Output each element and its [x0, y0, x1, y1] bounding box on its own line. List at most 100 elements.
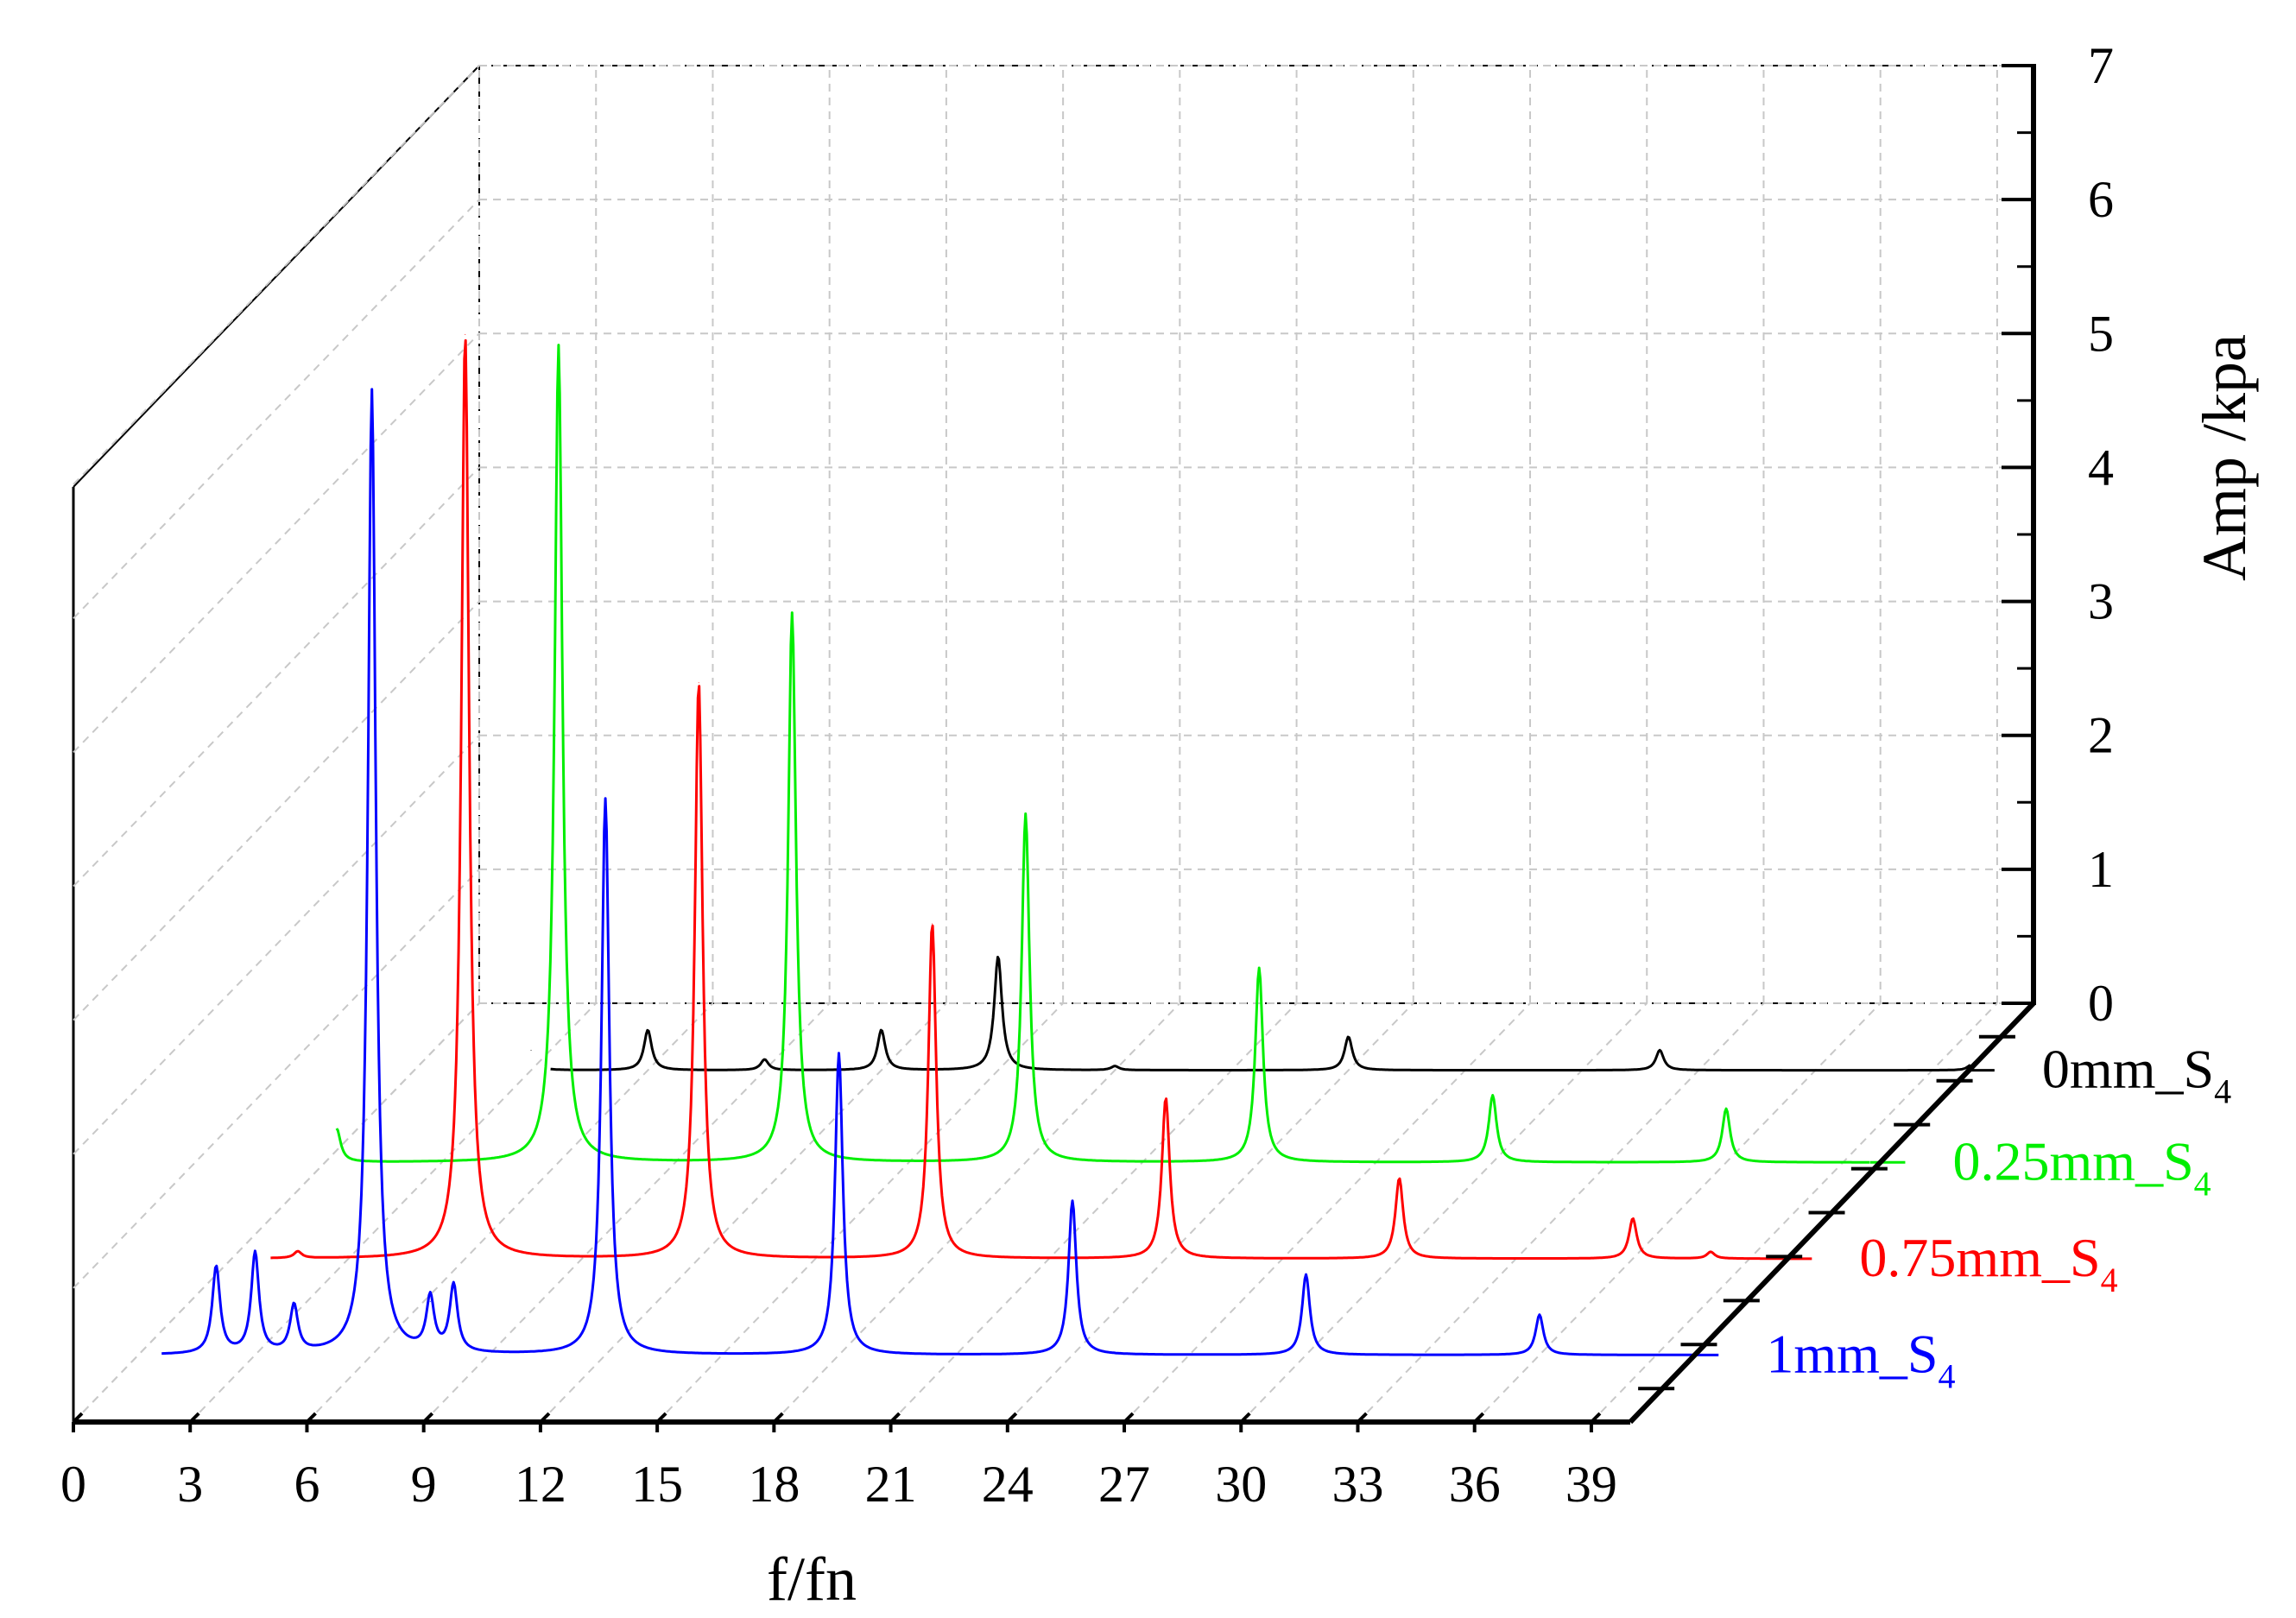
left-wall-grid [73, 65, 480, 1423]
floor-grid-line [1123, 1002, 1531, 1423]
series-point [371, 389, 373, 391]
x-axis: 0 3 6 9 12 15 18 21 24 27 30 33 36 39 f/fn [60, 1412, 1630, 1614]
depth-axis-ticks [1638, 1034, 2015, 1391]
z-tick-label: 3 [2088, 573, 2114, 630]
series-label: 0.25mm_S4 [1953, 1130, 2211, 1203]
series-point [530, 1049, 532, 1051]
left-grid-line [73, 466, 480, 888]
floor-grid-line [1357, 1002, 1765, 1423]
x-tick-mark-inner [1357, 1412, 1368, 1424]
x-tick-label: 36 [1449, 1456, 1501, 1513]
series-point [215, 1267, 217, 1269]
left-grid-line [73, 869, 480, 1289]
series-labels: 0mm_S4 0.25mm_S4 0.75mm_S4 1mm_S4 [1766, 1039, 2231, 1396]
x-tick-label: 39 [1565, 1456, 1617, 1513]
series-point [881, 1029, 882, 1031]
x-tick-label: 12 [515, 1456, 566, 1513]
left-grid-line [73, 332, 480, 753]
x-tick-mark-inner [772, 1412, 784, 1424]
left-wall-top-edge [73, 65, 480, 488]
series-point [429, 1300, 431, 1302]
x-tick-mark-inner [539, 1412, 551, 1424]
series-point [1072, 1200, 1073, 1202]
floor-grid-line [73, 1002, 480, 1423]
x-tick-label: 24 [982, 1456, 1034, 1513]
floor-grid-line [1007, 1002, 1414, 1423]
z-axis: 0 1 2 3 4 5 6 7 Amp /kpa [2002, 37, 2259, 1032]
z-tick-label: 4 [2088, 439, 2114, 496]
series-point [1114, 1065, 1116, 1067]
x-tick-label: 6 [294, 1456, 319, 1513]
x-tick-mark-inner [1006, 1412, 1018, 1424]
x-tick-label: 18 [748, 1456, 800, 1513]
series-point [1492, 1095, 1494, 1097]
floor-grid-line [540, 1002, 947, 1423]
z-tick-label: 7 [2088, 37, 2114, 94]
z-axis-title: Amp /kpa [2190, 334, 2259, 581]
series-line [335, 344, 1870, 1164]
z-axis-ticks: 0 1 2 3 4 5 6 7 [2002, 37, 2114, 1032]
series-label-subscript: 4 [1938, 1356, 1955, 1395]
left-grid-line [73, 735, 480, 1155]
x-tick-label: 3 [177, 1456, 203, 1513]
back-wall-grid [478, 65, 2036, 1004]
series-point [1165, 1097, 1167, 1099]
z-tick-label: 0 [2088, 975, 2114, 1032]
series-point [604, 799, 606, 800]
series-point [452, 1287, 454, 1289]
floor-grid-line [889, 1002, 1298, 1423]
series-point [763, 1059, 765, 1060]
series-label: 1mm_S4 [1766, 1323, 1955, 1395]
x-axis-title: f/fn [767, 1545, 857, 1614]
x-tick-label: 21 [865, 1456, 917, 1513]
floor-grid-line [1240, 1002, 1648, 1423]
floor-grid-line [1473, 1002, 1882, 1423]
z-tick-label: 2 [2088, 707, 2114, 764]
z-tick-label: 6 [2088, 171, 2114, 228]
series-point [336, 1128, 338, 1130]
floor-grid-line [306, 1002, 714, 1423]
left-grid-line [73, 65, 480, 485]
floor-grid [73, 1002, 1998, 1423]
x-tick-label: 0 [60, 1456, 86, 1513]
series-point [1539, 1314, 1540, 1316]
series-point [1025, 813, 1027, 815]
x-tick-label: 30 [1215, 1456, 1267, 1513]
series-label-subscript: 4 [2101, 1261, 2118, 1299]
series-point [297, 1251, 299, 1253]
series-label-subscript: 4 [2194, 1164, 2211, 1203]
series-line [161, 388, 1695, 1356]
left-wall [72, 65, 480, 1422]
left-grid-line [73, 600, 480, 1021]
floor-grid-line [656, 1002, 1064, 1423]
x-tick-label: 27 [1098, 1456, 1150, 1513]
x-tick-mark-inner [188, 1412, 200, 1424]
series-line [270, 338, 1788, 1261]
series-point [1258, 967, 1260, 969]
series-point [1348, 1036, 1350, 1038]
x-tick-mark-inner [1590, 1412, 1602, 1424]
x-tick-mark-inner [1123, 1412, 1135, 1424]
floor-grid-line [773, 1002, 1181, 1423]
z-tick-label: 5 [2088, 305, 2114, 362]
series-point [1399, 1178, 1401, 1179]
series-point [558, 344, 560, 346]
series-point [1632, 1217, 1634, 1219]
z-tick-label: 1 [2088, 841, 2114, 898]
x-tick-mark-inner [889, 1412, 901, 1424]
floor-grid-line [189, 1002, 597, 1423]
depth-axis [1628, 1001, 2036, 1425]
series-line [550, 956, 1971, 1072]
x-tick-mark-inner [1473, 1412, 1485, 1424]
series-point [838, 1052, 840, 1054]
x-tick-mark-inner [306, 1412, 317, 1424]
x-axis-ticks: 0 3 6 9 12 15 18 21 24 27 30 33 36 39 [60, 1412, 1617, 1513]
x-tick-mark-inner [1239, 1412, 1251, 1424]
series-label-subscript: 4 [2214, 1072, 2231, 1111]
left-grid-line [73, 199, 480, 619]
series-point [791, 612, 793, 614]
series-label: 0mm_S4 [2042, 1039, 2231, 1111]
series-label: 0.75mm_S4 [1859, 1227, 2117, 1299]
series-point [997, 956, 999, 958]
